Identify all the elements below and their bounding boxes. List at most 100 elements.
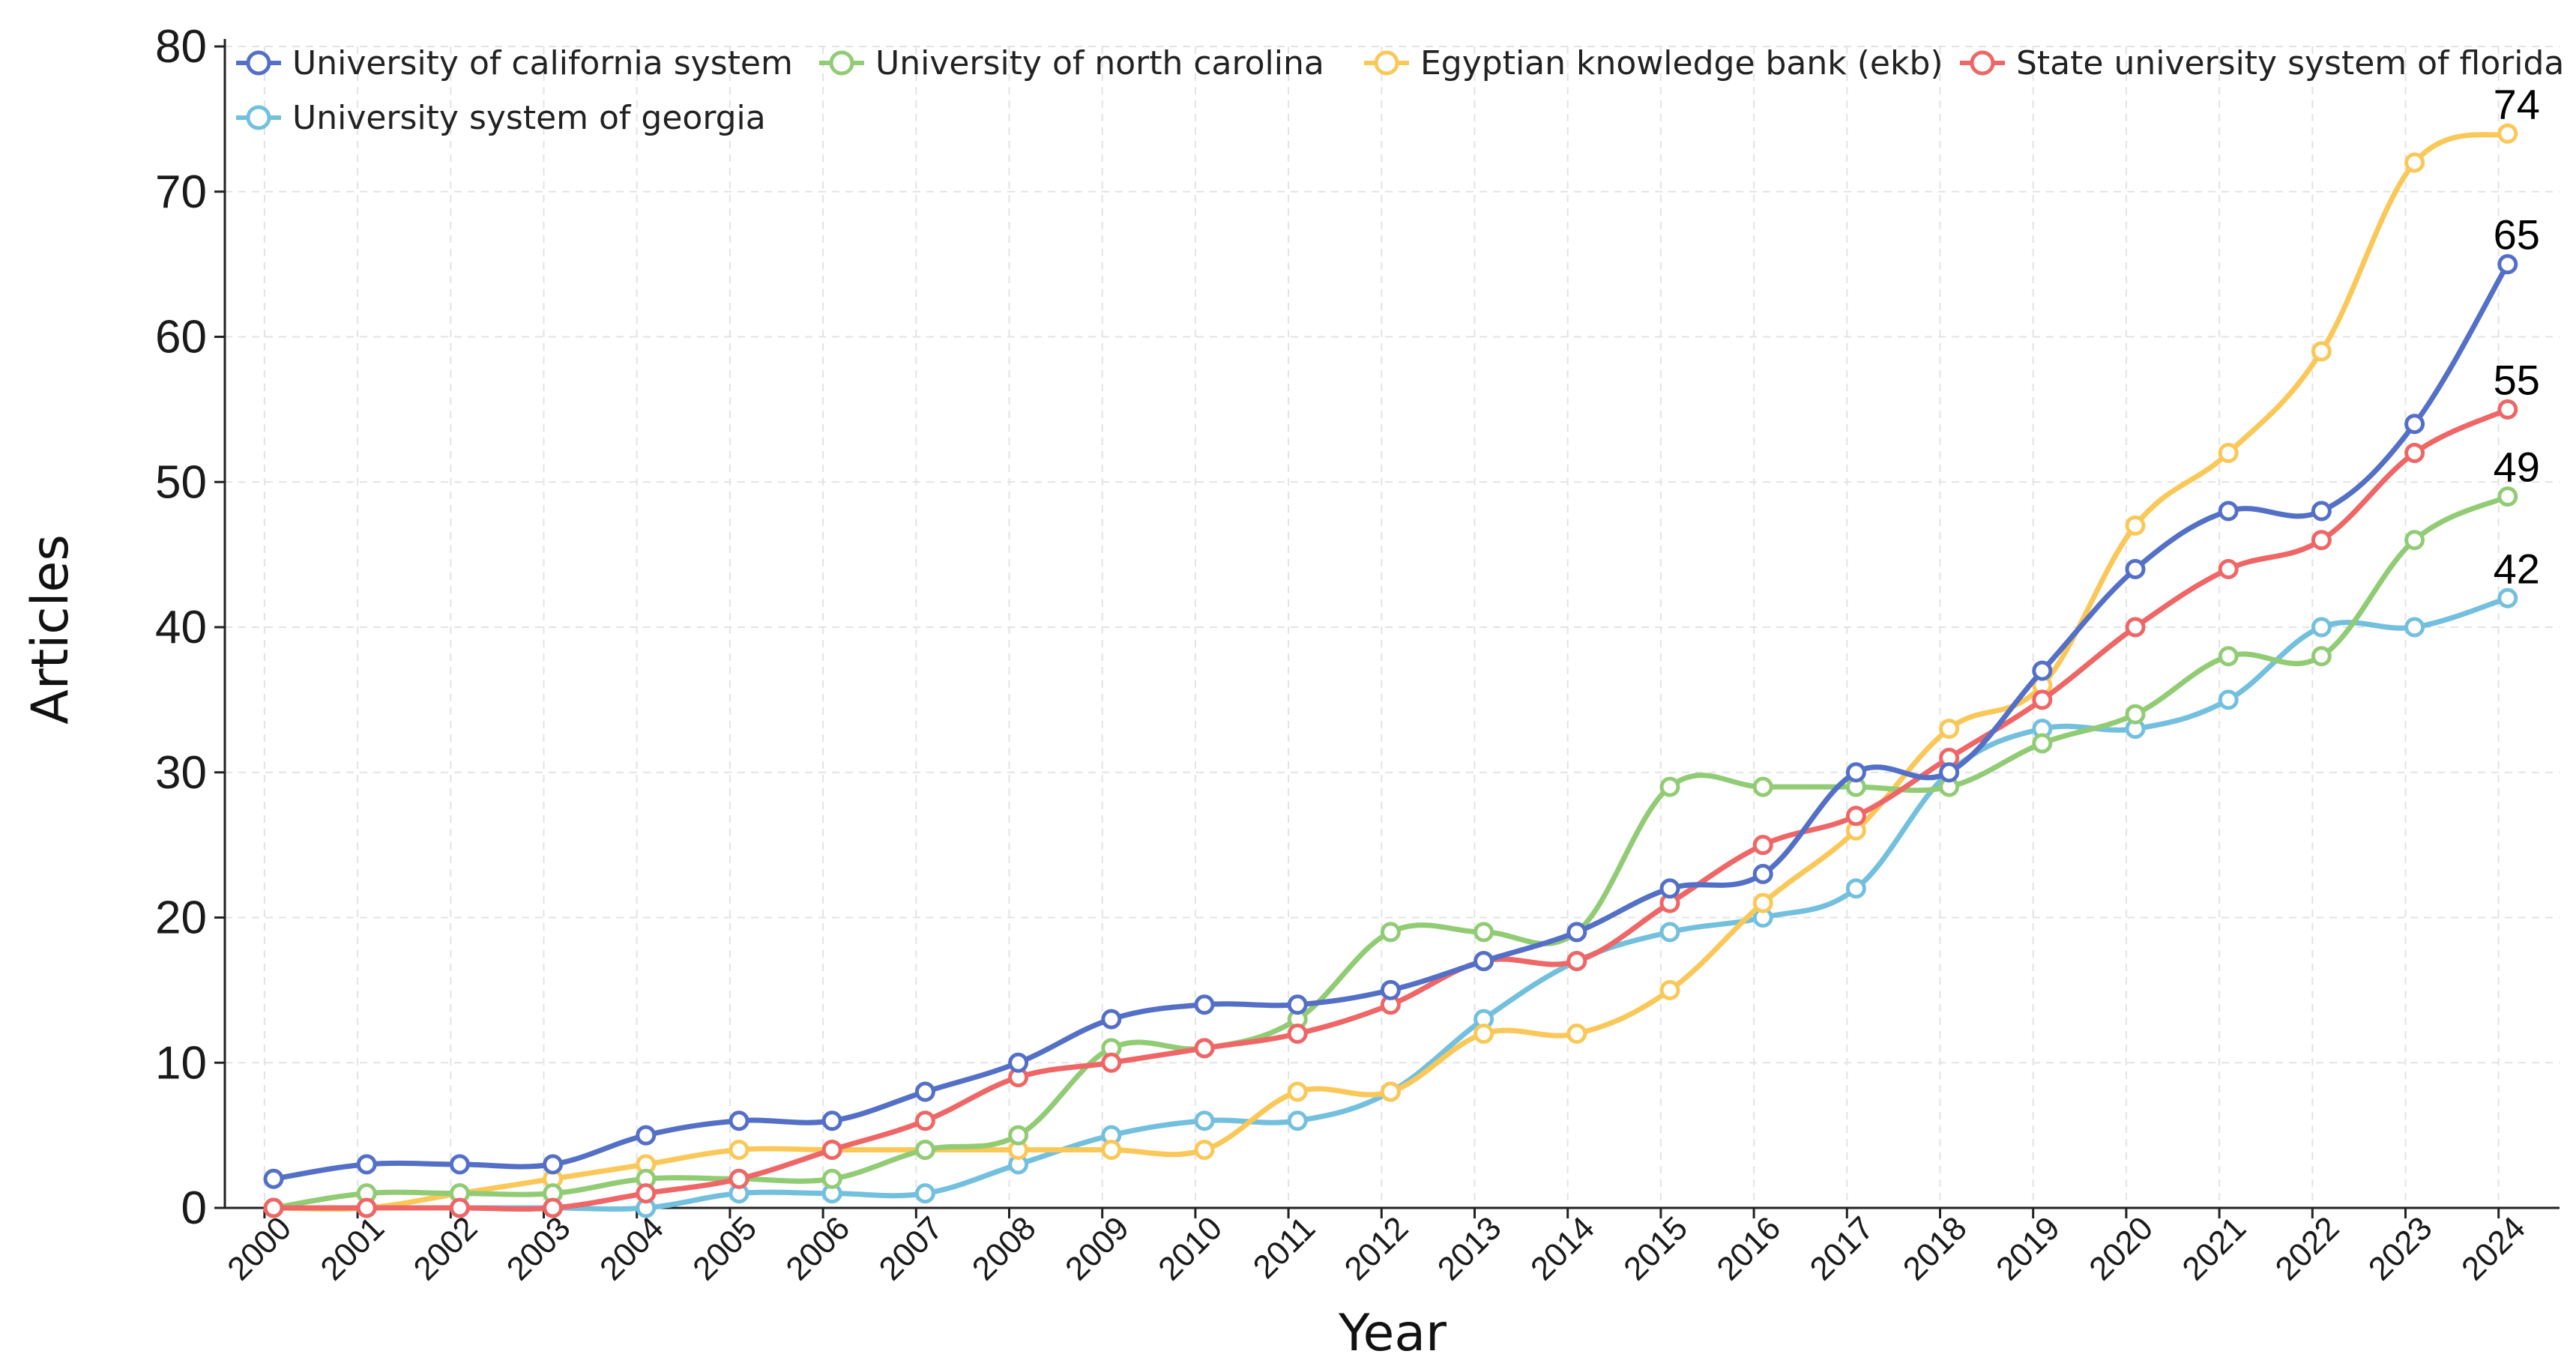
y-tick-label: 50 (155, 456, 207, 508)
data-point (1752, 892, 1773, 913)
end-label: 74 (2494, 80, 2540, 127)
y-tick-label: 70 (155, 166, 207, 218)
data-point (1566, 951, 1587, 972)
y-tick-label: 60 (155, 312, 207, 363)
legend-item: University system of georgia (236, 99, 766, 137)
x-axis-title: Year (1338, 1304, 1447, 1363)
data-point (1287, 1081, 1308, 1102)
data-point (2311, 341, 2332, 362)
x-tick-label: 2017 (1803, 1209, 1881, 1287)
data-point (1380, 979, 1401, 1000)
data-point (2218, 646, 2239, 667)
data-point (2032, 733, 2053, 754)
legend-swatch-marker (1374, 50, 1399, 76)
x-tick-label: 2020 (2082, 1209, 2160, 1287)
data-point (543, 1154, 564, 1175)
data-point (1194, 1038, 1215, 1059)
series-line (271, 130, 2511, 1212)
x-tick-label: 2024 (2455, 1209, 2533, 1287)
x-tick-label: 2004 (593, 1209, 671, 1287)
data-point (2497, 254, 2518, 275)
data-point (2497, 486, 2518, 507)
data-point (914, 1110, 935, 1131)
data-point (2032, 689, 2053, 710)
legend-item: University of north carolina (819, 44, 1324, 82)
data-point (1194, 994, 1215, 1015)
data-point (2404, 443, 2425, 463)
data-point (1380, 922, 1401, 943)
data-point (1287, 994, 1308, 1015)
legend-label: University of north carolina (875, 44, 1324, 82)
data-point (2218, 559, 2239, 579)
end-label: 65 (2494, 211, 2540, 259)
legend-item: University of california system (236, 44, 793, 82)
legend-item: State university system of florida (1960, 44, 2564, 82)
x-tick-label: 2009 (1058, 1209, 1136, 1287)
y-tick-label: 30 (155, 747, 207, 799)
legend-swatch-marker (246, 50, 271, 76)
legend-swatch-marker (1970, 50, 1995, 76)
legend-label: University system of georgia (292, 99, 766, 137)
data-point (1101, 1009, 1122, 1030)
x-tick-label: 2019 (1989, 1209, 2067, 1287)
data-point (914, 1183, 935, 1204)
data-point (729, 1110, 749, 1131)
legend-label: Egyptian knowledge bank (ekb) (1420, 44, 1943, 82)
data-point (1473, 1024, 1494, 1044)
x-tick-label: 2008 (965, 1209, 1043, 1287)
data-point (2311, 501, 2332, 522)
data-point (1287, 1024, 1308, 1044)
data-point (2218, 443, 2239, 463)
y-axis-title: Articles (21, 534, 80, 725)
data-point (1566, 922, 1587, 943)
series-group (263, 123, 2518, 1218)
data-point (729, 1168, 749, 1189)
data-point (2125, 704, 2146, 725)
data-point (2311, 646, 2332, 667)
data-point (1101, 1140, 1122, 1160)
x-tick-label: 2023 (2362, 1209, 2440, 1287)
data-point (2311, 530, 2332, 551)
x-tick-label: 2021 (2175, 1209, 2253, 1287)
data-point (1473, 951, 1494, 972)
data-point (1380, 1081, 1401, 1102)
x-tick-label: 2014 (1524, 1209, 1602, 1287)
data-point (2218, 501, 2239, 522)
x-tick-label: 2003 (500, 1209, 578, 1287)
data-point (2125, 559, 2146, 579)
data-point (2404, 617, 2425, 638)
legend-item: Egyptian knowledge bank (ekb) (1364, 44, 1943, 82)
data-point (1939, 762, 1960, 783)
x-tick-label: 2012 (1338, 1209, 1416, 1287)
x-tick-label: 2011 (1246, 1209, 1323, 1286)
data-point (1752, 835, 1773, 856)
grid (225, 46, 2560, 1208)
legend-label: State university system of florida (2016, 44, 2564, 82)
data-point (1752, 776, 1773, 797)
data-point (1008, 1125, 1029, 1146)
data-point (1101, 1052, 1122, 1073)
y-tick-label: 20 (155, 892, 207, 944)
data-point (1194, 1140, 1215, 1160)
data-point (636, 1125, 657, 1146)
x-tick-label: 2000 (220, 1209, 298, 1287)
data-point (2404, 530, 2425, 551)
data-point (1659, 979, 1680, 1000)
data-point (914, 1140, 935, 1160)
legend: University of california system Universit… (236, 44, 2564, 137)
x-tick-label: 2006 (779, 1209, 857, 1287)
data-point (1659, 922, 1680, 943)
data-point (2125, 617, 2146, 638)
series-line (271, 262, 2511, 1182)
x-tick-label: 2022 (2269, 1209, 2347, 1287)
data-point (1473, 922, 1494, 943)
data-point (1659, 878, 1680, 899)
data-point (636, 1183, 657, 1204)
data-point (2032, 660, 2053, 681)
data-point (821, 1110, 842, 1131)
data-point (1939, 719, 1960, 740)
data-point (263, 1168, 284, 1189)
data-point (1845, 806, 1866, 826)
